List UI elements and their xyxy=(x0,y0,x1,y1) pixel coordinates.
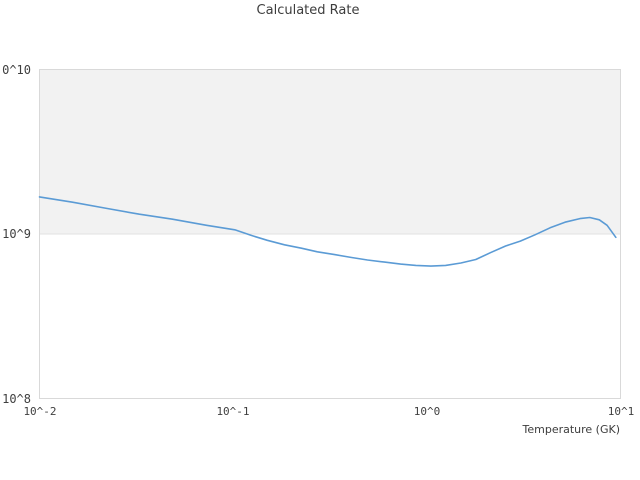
y-tick-label: 0^10 xyxy=(2,63,31,77)
rate-line-series xyxy=(38,196,617,267)
x-tick-label: 10^-1 xyxy=(216,405,250,418)
x-tick-label: 10^-2 xyxy=(23,405,57,418)
x-tick-label: 10^1 xyxy=(607,405,635,418)
y-tick-label: 10^8 xyxy=(2,392,31,406)
chart-title: Calculated Rate xyxy=(256,3,360,18)
x-axis-title: Temperature (GK) xyxy=(522,423,621,436)
x-tick-label: 10^0 xyxy=(413,405,441,418)
y-tick-label: 10^9 xyxy=(2,227,31,241)
plot-border xyxy=(39,69,621,399)
alternating-decade-band xyxy=(39,69,621,234)
